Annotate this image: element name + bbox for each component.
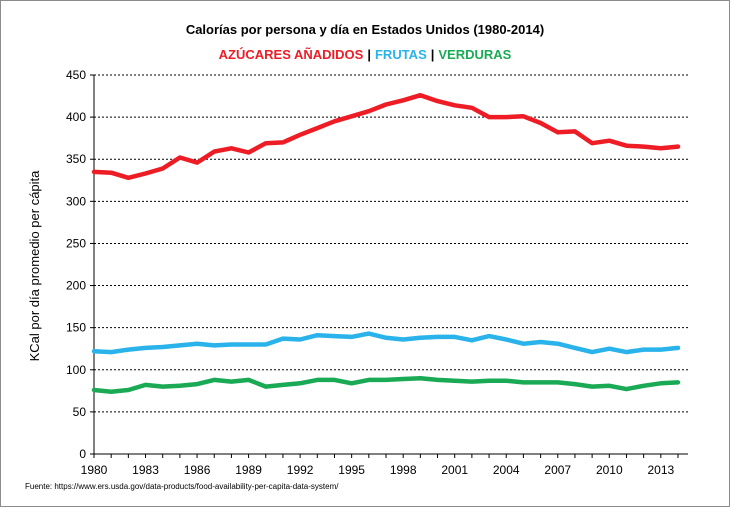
x-tick-label: 1986	[184, 463, 211, 477]
y-tick-label: 400	[66, 110, 86, 124]
legend-item-azucares: AZÚCARES AÑADIDOS	[218, 47, 364, 62]
y-tick-label: 100	[66, 363, 86, 377]
y-tick-labels: 0 50 100 150 200 250 300 350 400 450	[66, 68, 86, 461]
x-tick-label: 2007	[544, 463, 571, 477]
x-tick-label: 2001	[441, 463, 468, 477]
legend-item-verduras: VERDURAS	[438, 47, 512, 62]
y-axis-label: KCal por día promedio per cápita	[27, 170, 42, 362]
y-tick-label: 350	[66, 152, 86, 166]
y-tick-label: 200	[66, 279, 86, 293]
x-tick-label: 1992	[287, 463, 314, 477]
x-tick-label: 2004	[493, 463, 520, 477]
y-tick-label: 150	[66, 321, 86, 335]
y-tick-label: 0	[79, 447, 86, 461]
series-line-1	[91, 331, 681, 355]
y-tick-label: 250	[66, 236, 86, 250]
series-line-2	[91, 375, 681, 394]
x-tick-label: 1980	[81, 463, 108, 477]
legend-item-frutas: FRUTAS	[374, 47, 427, 62]
axes	[90, 74, 688, 458]
x-tick-label: 2013	[647, 463, 674, 477]
x-tick-label: 1995	[338, 463, 365, 477]
y-tick-label: 300	[66, 194, 86, 208]
y-tick-label: 50	[73, 405, 87, 419]
legend-separator: |	[367, 47, 371, 62]
x-tick-label: 1989	[235, 463, 262, 477]
x-tick-label: 1983	[132, 463, 159, 477]
gridlines	[94, 74, 688, 413]
legend-separator: |	[430, 47, 435, 62]
x-tick-labels: 1980 1983 1986 1989 1992 1995 1998 2001 2004 2007…	[81, 463, 675, 477]
chart-legend: AZÚCARES AÑADIDOS | FRUTAS | VERDURAS	[0, 47, 730, 62]
y-tick-label: 450	[66, 68, 86, 82]
x-tick-label: 1998	[390, 463, 417, 477]
series-lines	[91, 92, 681, 394]
source-note: Fuente: https://www.ers.usda.gov/data-pr…	[25, 482, 339, 491]
x-tick-label: 2010	[596, 463, 623, 477]
series-line-0	[91, 92, 681, 181]
chart-title: Calorías por persona y día en Estados Un…	[185, 22, 545, 37]
